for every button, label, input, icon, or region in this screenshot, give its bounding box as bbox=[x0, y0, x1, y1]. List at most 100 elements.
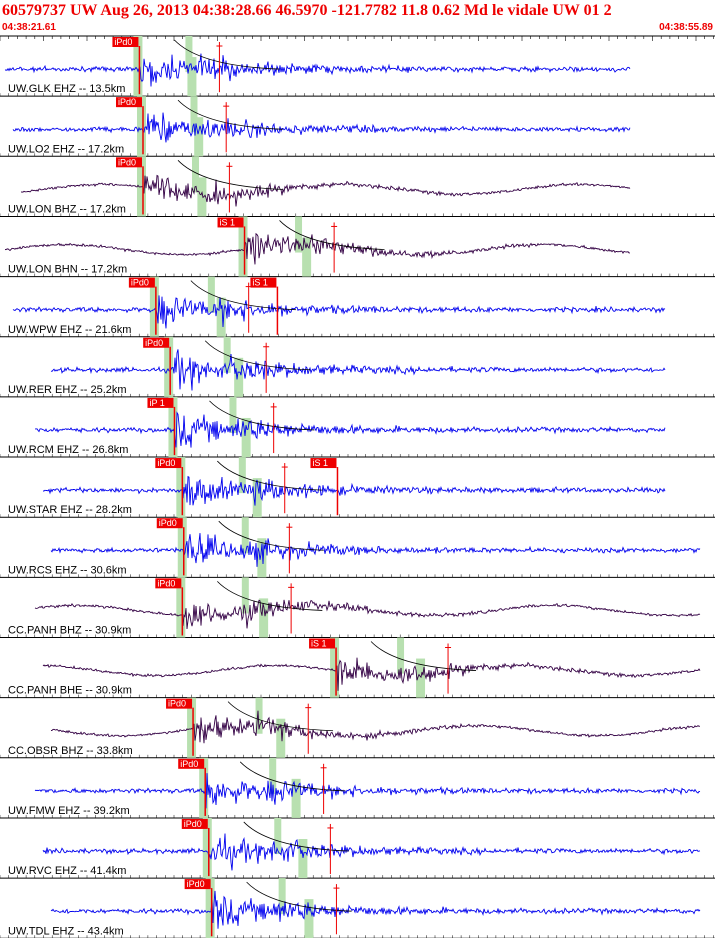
window-highlight bbox=[255, 697, 263, 734]
pick-label-box[interactable] bbox=[166, 698, 193, 709]
pick-label-box[interactable] bbox=[217, 217, 244, 228]
trace-row[interactable]: iPd0 iS 1 UW.WPW EHZ -- 21.6km bbox=[0, 276, 715, 338]
coda-moveout-curve bbox=[204, 340, 311, 371]
p-window-highlight bbox=[133, 36, 143, 97]
coda-moveout-curve bbox=[227, 701, 334, 732]
pick-label-box[interactable] bbox=[147, 397, 174, 408]
coda-moveout-curve bbox=[209, 400, 315, 431]
pick-label: iS 1 bbox=[311, 639, 327, 649]
station-label: CC.PANH BHE -- 30.9km bbox=[8, 685, 132, 697]
pick-label-box[interactable] bbox=[156, 518, 183, 529]
waveform-trace bbox=[12, 295, 666, 329]
s-window-highlight bbox=[241, 417, 251, 458]
window-highlight bbox=[241, 517, 249, 554]
p-window-highlight bbox=[149, 276, 159, 337]
pick-label-box[interactable] bbox=[178, 758, 205, 769]
pick-label: iP 1 bbox=[149, 398, 164, 408]
s-window-highlight bbox=[304, 899, 314, 938]
trace-row[interactable]: iPd0 CC.OBSR BHZ -- 33.8km bbox=[0, 697, 715, 759]
waveform-trace bbox=[50, 710, 701, 744]
p-window-highlight bbox=[205, 878, 215, 938]
end-time-label: 04:38:55.89 bbox=[659, 22, 713, 33]
window-highlight bbox=[397, 637, 405, 674]
pick-label-box[interactable] bbox=[181, 818, 208, 829]
waveform-trace bbox=[34, 599, 701, 630]
pick-label: iS 1 bbox=[312, 458, 328, 468]
pick-label: iPd0 bbox=[168, 699, 186, 709]
trace-row[interactable]: iPd0 UW.TDL EHZ -- 43.4km bbox=[0, 878, 715, 938]
waveform-trace bbox=[35, 411, 666, 448]
start-time-label: 04:38:21.61 bbox=[2, 22, 56, 33]
trace-row[interactable]: iP 1 UW.RCM EHZ -- 26.8km bbox=[0, 396, 715, 458]
trace-row[interactable]: iS 1 CC.PANH BHE -- 30.9km bbox=[0, 637, 715, 699]
pick-label: iPd0 bbox=[157, 458, 175, 468]
pick-label: iPd0 bbox=[118, 157, 136, 167]
pick-label-box[interactable] bbox=[128, 277, 155, 288]
p-window-highlight bbox=[187, 697, 197, 758]
pick-label: iPd0 bbox=[114, 37, 132, 47]
trace-row[interactable]: iPd0 UW.LO2 EHZ -- 17.2km bbox=[0, 96, 715, 157]
pick-label-box[interactable] bbox=[184, 879, 211, 890]
trace-row[interactable]: iPd0 UW.RER EHZ -- 25.2km bbox=[0, 336, 715, 398]
coda-moveout-curve bbox=[243, 821, 349, 852]
window-highlight bbox=[190, 96, 198, 133]
p-window-highlight bbox=[177, 517, 187, 578]
pick-label: iPd0 bbox=[131, 278, 149, 288]
trace-row[interactable]: iPd0 iS 1 UW.STAR EHZ -- 28.2km bbox=[0, 457, 715, 518]
pick-label-box[interactable] bbox=[112, 37, 139, 47]
waveform-trace bbox=[50, 890, 701, 929]
p-window-highlight bbox=[176, 457, 186, 518]
pick-label-box[interactable] bbox=[155, 578, 182, 589]
coda-moveout-curve bbox=[190, 280, 296, 311]
window-highlight bbox=[269, 757, 277, 794]
coda-moveout-curve bbox=[174, 39, 280, 70]
trace-row[interactable]: iPd0 UW.FMW EHZ -- 39.2km bbox=[0, 757, 715, 819]
s-window-highlight bbox=[257, 538, 267, 578]
station-label: UW.RCM EHZ -- 26.8km bbox=[8, 444, 128, 456]
s-window-highlight bbox=[197, 177, 207, 217]
trace-row[interactable]: iPd0 UW.RVC EHZ -- 41.4km bbox=[0, 817, 715, 879]
station-label: UW.LON BHZ -- 17.2km bbox=[8, 203, 126, 215]
station-label: UW.LO2 EHZ -- 17.2km bbox=[8, 143, 124, 155]
coda-moveout-curve bbox=[218, 520, 324, 551]
waveform-trace bbox=[4, 53, 631, 87]
waveform-trace bbox=[34, 773, 701, 809]
s-window-highlight bbox=[298, 839, 308, 879]
p-window-highlight bbox=[330, 637, 340, 698]
coda-moveout-curve bbox=[217, 460, 323, 491]
waveform-trace bbox=[4, 232, 630, 265]
pick-label-box[interactable] bbox=[116, 157, 142, 168]
coda-moveout-curve bbox=[217, 581, 323, 611]
pick-label: iPd0 bbox=[187, 879, 205, 889]
window-highlight bbox=[229, 396, 237, 433]
s-window-highlight bbox=[302, 237, 312, 277]
s-window-highlight bbox=[291, 778, 301, 818]
pick-label-box[interactable] bbox=[309, 638, 336, 649]
s-window-highlight bbox=[194, 117, 204, 157]
pick-label-box[interactable] bbox=[250, 277, 277, 288]
trace-row[interactable]: iPd0 UW.LON BHZ -- 17.2km bbox=[0, 156, 715, 217]
trace-row[interactable]: iS 1 UW.LON BHN -- 17.2km bbox=[0, 216, 715, 278]
coda-moveout-curve bbox=[246, 881, 352, 912]
p-window-highlight bbox=[202, 817, 212, 879]
coda-moveout-curve bbox=[370, 641, 477, 671]
pick-label-box[interactable] bbox=[310, 458, 337, 469]
s-window-highlight bbox=[234, 357, 244, 397]
trace-row[interactable]: iPd0 UW.GLK EHZ -- 13.5km bbox=[0, 36, 715, 97]
pick-label: iPd0 bbox=[180, 759, 198, 769]
pick-label-box[interactable] bbox=[116, 97, 142, 108]
waveform-trace bbox=[50, 533, 701, 567]
trace-row[interactable]: iPd0 CC.PANH BHZ -- 30.9km bbox=[0, 577, 715, 638]
trace-row[interactable]: iPd0 UW.RCS EHZ -- 30.6km bbox=[0, 517, 715, 578]
pick-label-box[interactable] bbox=[155, 458, 182, 469]
window-highlight bbox=[185, 36, 193, 73]
station-label: UW.WPW EHZ -- 21.6km bbox=[8, 324, 131, 336]
station-label: UW.RVC EHZ -- 41.4km bbox=[8, 865, 126, 877]
pick-label-box[interactable] bbox=[143, 337, 170, 348]
p-window-highlight bbox=[199, 757, 209, 818]
waveform-trace bbox=[42, 833, 701, 871]
coda-moveout-curve bbox=[177, 160, 284, 190]
station-label: UW.GLK EHZ -- 13.5km bbox=[8, 83, 125, 95]
p-window-highlight bbox=[137, 96, 146, 157]
